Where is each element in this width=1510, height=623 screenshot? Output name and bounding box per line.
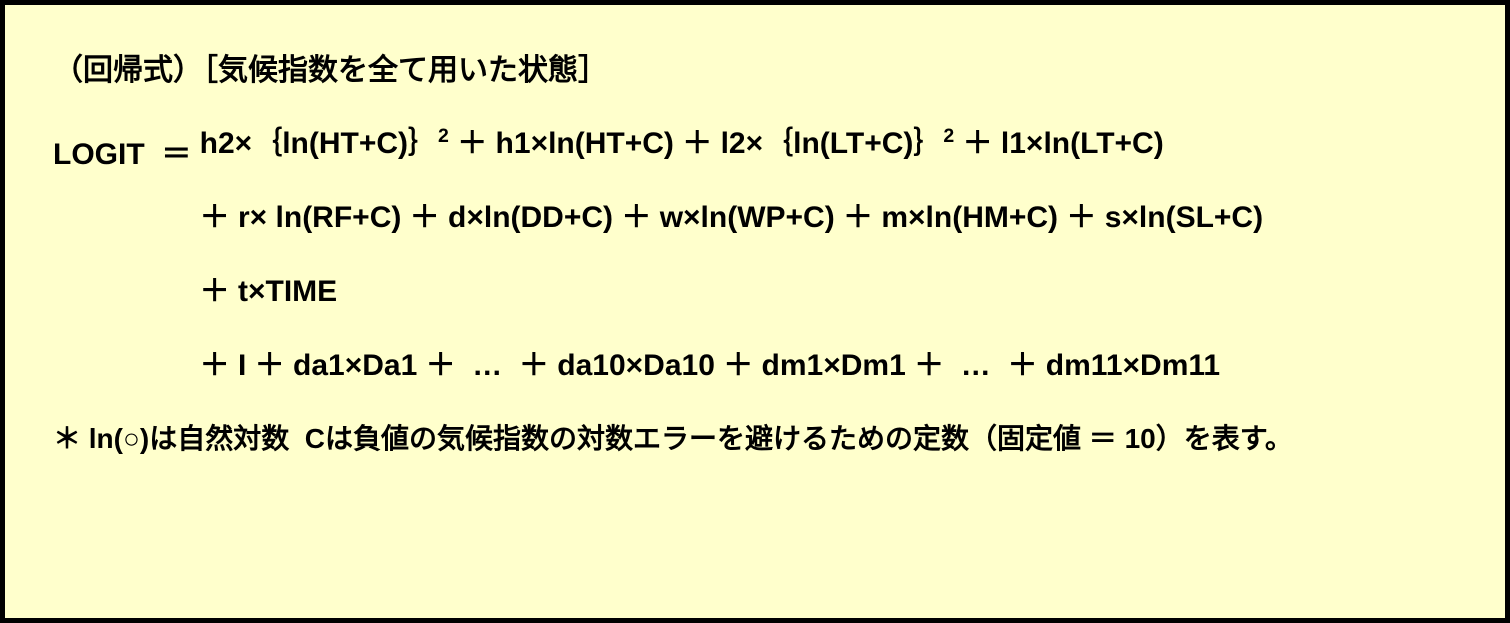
eq-line1-part-a: h2×｛ln(HT+C)｝ [200,127,438,160]
equation-rhs: h2×｛ln(HT+C)｝2 ＋ h1×ln(HT+C) ＋ l2×｛ln(LT… [200,129,1263,381]
equation-line-3: ＋ t×TIME [200,277,1263,307]
exponent-2: 2 [943,125,954,147]
eq-line1-part-b: ＋ h1×ln(HT+C) ＋ l2×｛ln(LT+C)｝ [449,127,943,160]
eq-line1-part-c: ＋ l1×ln(LT+C) [954,127,1163,160]
equation-line-2: ＋ r× ln(RF+C) ＋ d×ln(DD+C) ＋ w×ln(WP+C) … [200,203,1263,233]
exponent-1: 2 [438,125,449,147]
panel-title: （回帰式）［気候指数を全て用いた状態］ [53,45,1457,89]
regression-equation: LOGIT ＝ h2×｛ln(HT+C)｝2 ＋ h1×ln(HT+C) ＋ l… [53,129,1457,381]
equation-lhs: LOGIT ＝ [53,129,200,173]
footnote: ＊ ln(○)は自然対数 Cは負値の気候指数の対数エラーを避けるための定数（固定… [53,417,1457,457]
formula-panel: （回帰式）［気候指数を全て用いた状態］ LOGIT ＝ h2×｛ln(HT+C)… [0,0,1510,623]
equation-line-1: h2×｛ln(HT+C)｝2 ＋ h1×ln(HT+C) ＋ l2×｛ln(LT… [200,129,1263,159]
equation-line-4: ＋ I ＋ da1×Da1 ＋ … ＋ da10×Da10 ＋ dm1×Dm1 … [200,351,1263,381]
